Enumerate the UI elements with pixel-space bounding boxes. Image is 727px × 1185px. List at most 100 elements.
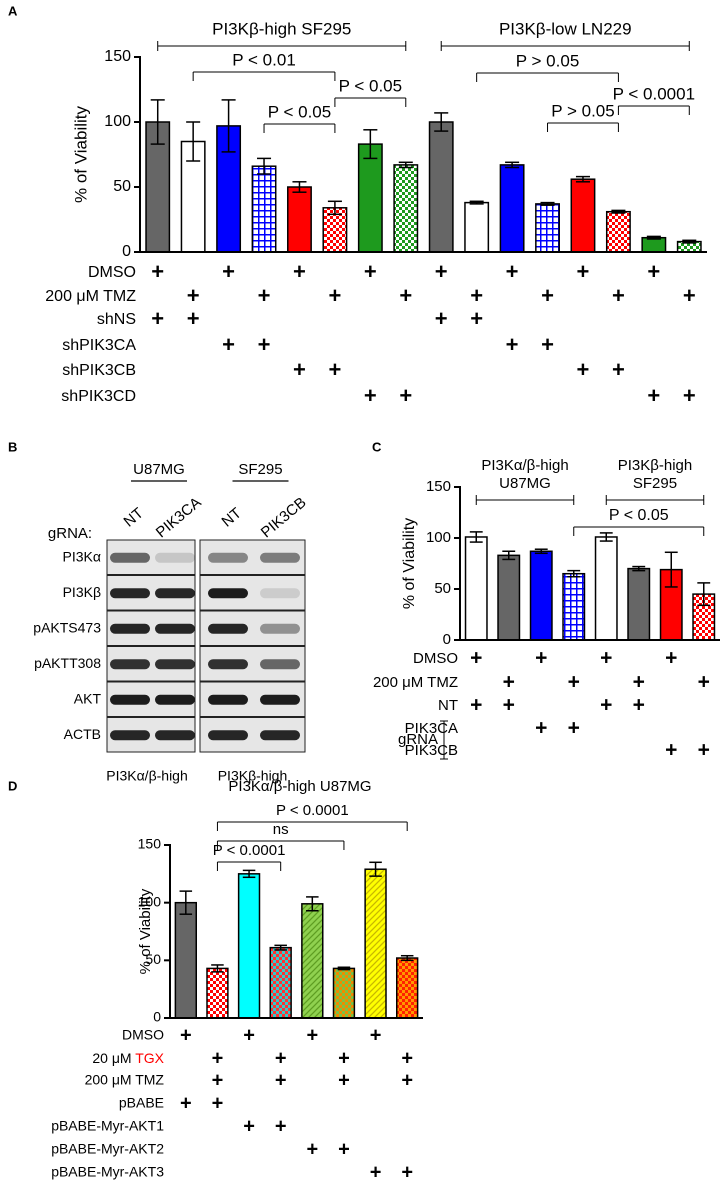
blot-band xyxy=(155,659,195,670)
error-bar xyxy=(599,532,613,542)
error-bar xyxy=(242,869,256,879)
blot-band xyxy=(208,588,248,599)
bar xyxy=(269,946,292,1019)
y-tick-label: 100 xyxy=(138,893,162,909)
blot-band xyxy=(110,730,150,741)
protein-label: AKT xyxy=(74,690,102,706)
condition-mark: + xyxy=(338,1138,350,1160)
condition-mark: + xyxy=(665,647,677,670)
condition-label: DMSO xyxy=(413,650,458,667)
y-tick-label: 150 xyxy=(104,48,131,65)
condition-mark: + xyxy=(212,1092,224,1114)
y-axis-label: % of Viability xyxy=(401,518,418,609)
error-bar xyxy=(664,551,678,588)
condition-label: 200 μM TMZ xyxy=(373,674,458,691)
bar xyxy=(464,201,490,253)
blot-band xyxy=(110,552,150,563)
condition-mark: + xyxy=(506,332,519,357)
cell-line-label: U87MG xyxy=(133,461,185,478)
blot-band xyxy=(208,552,248,563)
significance-label: P < 0.01 xyxy=(232,50,296,69)
significance-label: P < 0.0001 xyxy=(613,84,695,103)
bar xyxy=(396,957,419,1019)
condition-mark: + xyxy=(151,259,164,284)
group-label: PI3Kβ-high SF295 xyxy=(212,19,351,38)
blot-band xyxy=(110,694,150,705)
condition-mark: + xyxy=(328,357,341,382)
error-bar xyxy=(567,569,581,578)
condition-mark: + xyxy=(698,739,710,762)
condition-mark: + xyxy=(180,1092,192,1114)
bar xyxy=(364,868,387,1019)
blot-band xyxy=(208,623,248,634)
blot-band xyxy=(208,694,248,705)
y-tick-label: 0 xyxy=(443,631,451,648)
condition-mark: + xyxy=(435,259,448,284)
protein-label: ACTB xyxy=(64,726,101,742)
error-bar xyxy=(274,944,287,951)
significance-label: P > 0.05 xyxy=(551,101,615,120)
error-bar xyxy=(363,129,378,160)
condition-label: DMSO xyxy=(88,264,136,281)
error-bar xyxy=(697,582,711,607)
blot-band xyxy=(110,588,150,599)
condition-mark: + xyxy=(275,1069,287,1091)
bar xyxy=(499,164,525,253)
condition-mark: + xyxy=(470,647,482,670)
bar xyxy=(497,554,521,641)
condition-mark: + xyxy=(187,283,200,308)
significance-label: P < 0.05 xyxy=(609,507,669,524)
condition-mark: + xyxy=(577,259,590,284)
y-tick-label: 0 xyxy=(153,1009,161,1025)
condition-mark: + xyxy=(306,1138,318,1160)
condition-mark: + xyxy=(151,306,164,331)
error-bar xyxy=(434,112,449,132)
blot-band xyxy=(155,588,195,599)
condition-mark: + xyxy=(470,283,483,308)
bar xyxy=(605,210,631,253)
y-tick-label: 50 xyxy=(434,580,451,597)
panel-label: D xyxy=(8,778,17,793)
condition-mark: + xyxy=(370,1024,382,1046)
group-label: SF295 xyxy=(633,475,677,492)
blot-band xyxy=(260,730,300,741)
error-bar xyxy=(646,235,661,240)
condition-mark: + xyxy=(222,259,235,284)
condition-mark: + xyxy=(600,647,612,670)
bar xyxy=(174,901,197,1019)
condition-mark: + xyxy=(506,259,519,284)
error-bar xyxy=(682,239,697,244)
condition-group-label: gRNA xyxy=(398,731,438,748)
condition-label-part: 20 μM xyxy=(92,1050,131,1066)
condition-mark: + xyxy=(633,694,645,717)
condition-label: PIK3CA xyxy=(405,720,458,737)
condition-mark: + xyxy=(180,1024,192,1046)
condition-mark: + xyxy=(435,306,448,331)
lane-label: PIK3CB xyxy=(258,494,310,541)
condition-label: 20 μM TGX xyxy=(92,1050,164,1066)
bar xyxy=(301,903,324,1019)
condition-mark: + xyxy=(647,259,660,284)
condition-label: shNS xyxy=(97,311,136,328)
y-tick-label: 100 xyxy=(426,529,451,546)
condition-mark: + xyxy=(364,259,377,284)
condition-mark: + xyxy=(258,332,271,357)
lane-label: NT xyxy=(121,505,147,531)
condition-mark: + xyxy=(503,671,515,694)
panel-label: C xyxy=(372,439,382,454)
bar xyxy=(287,186,312,253)
error-bar xyxy=(179,890,193,915)
condition-mark: + xyxy=(568,717,580,740)
error-bar xyxy=(469,200,484,205)
condition-mark: + xyxy=(568,671,580,694)
condition-mark: + xyxy=(293,357,306,382)
bar xyxy=(332,967,356,1019)
condition-mark: + xyxy=(401,1069,413,1091)
bar xyxy=(237,873,261,1019)
error-bar xyxy=(306,896,319,912)
error-bar xyxy=(337,966,351,971)
condition-label: pBABE xyxy=(119,1095,164,1111)
significance-label: P < 0.0001 xyxy=(276,802,349,819)
condition-mark: + xyxy=(306,1024,318,1046)
condition-mark: + xyxy=(243,1024,255,1046)
